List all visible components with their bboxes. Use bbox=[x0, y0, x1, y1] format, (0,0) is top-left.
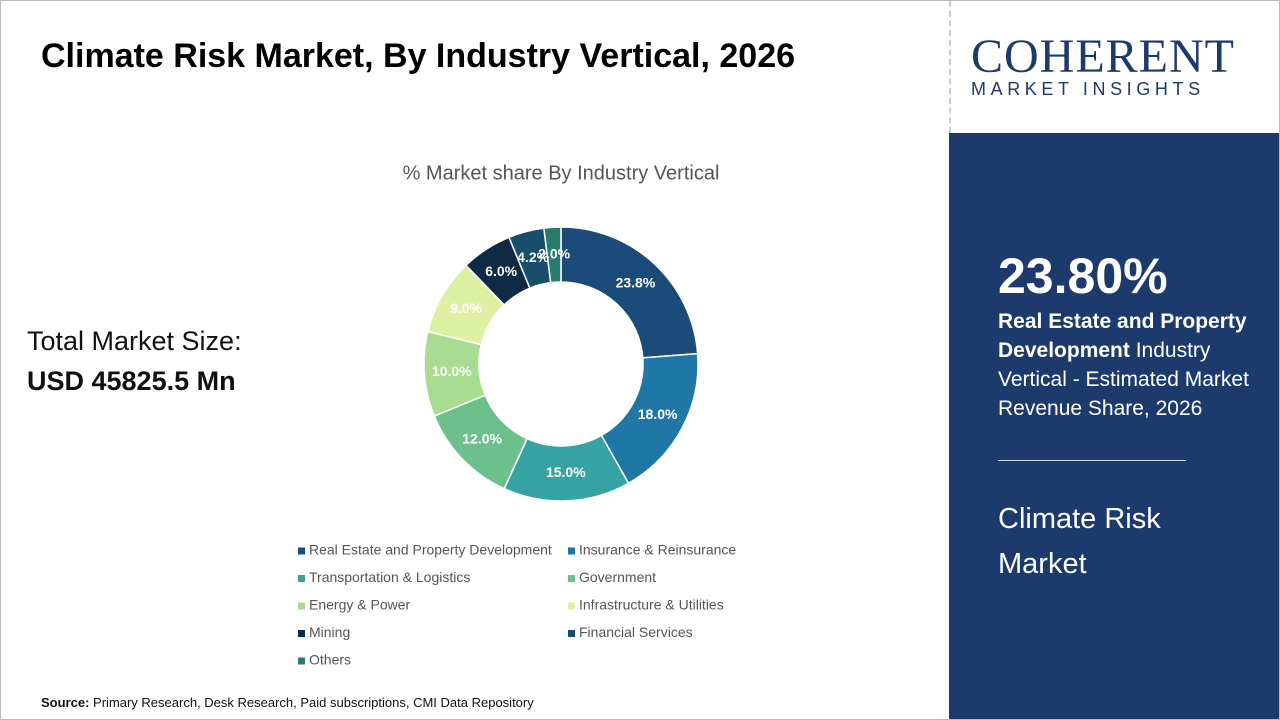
market-size-value: USD 45825.5 Mn bbox=[27, 366, 236, 396]
market-name: Climate Risk Market bbox=[998, 503, 1161, 580]
logo-sub: MARKET INSIGHTS bbox=[971, 79, 1205, 99]
sidebar bbox=[949, 133, 1279, 719]
data-label: 6.0% bbox=[485, 263, 517, 279]
legend-label: Real Estate and Property Development bbox=[309, 542, 552, 558]
chart-title: % Market share By Industry Vertical bbox=[403, 162, 720, 184]
legend-swatch bbox=[298, 602, 305, 610]
data-label: 15.0% bbox=[546, 464, 586, 480]
data-label: 4.2% bbox=[517, 249, 549, 265]
chart: % Market share By Industry Vertical 23.8… bbox=[298, 162, 736, 668]
highlight-text: Real Estate and Property Development Ind… bbox=[998, 307, 1258, 423]
market-size-label: Total Market Size: bbox=[27, 326, 242, 356]
legend-label: Others bbox=[309, 652, 351, 668]
legend-swatch bbox=[568, 575, 575, 582]
legend-label: Transportation & Logistics bbox=[309, 569, 470, 585]
data-label: 12.0% bbox=[462, 431, 502, 447]
data-label: 23.8% bbox=[616, 274, 656, 290]
divider bbox=[998, 460, 1186, 461]
data-label: 9.0% bbox=[450, 300, 482, 316]
legend-label: Insurance & Reinsurance bbox=[579, 542, 736, 558]
donut-slice bbox=[542, 226, 562, 284]
legend-label: Financial Services bbox=[579, 624, 693, 640]
logo-main: COHERENT bbox=[971, 30, 1235, 83]
legend-label: Mining bbox=[309, 624, 350, 640]
legend-swatch bbox=[298, 575, 305, 582]
legend-swatch bbox=[568, 602, 575, 610]
legend-label: Energy & Power bbox=[309, 597, 410, 613]
highlight-value: 23.80% bbox=[998, 248, 1168, 304]
highlight-rest: Industry Vertical - Estimated Market Rev… bbox=[998, 339, 1249, 420]
legend-swatch bbox=[298, 547, 305, 555]
legend-label: Government bbox=[579, 569, 656, 585]
legend-swatch bbox=[568, 547, 575, 555]
data-label: 2.0% bbox=[538, 245, 570, 261]
legend-swatch bbox=[298, 630, 305, 637]
legend-label: Infrastructure & Utilities bbox=[579, 597, 724, 613]
legend-swatch bbox=[568, 630, 575, 637]
data-label: 18.0% bbox=[638, 406, 678, 422]
source-text: Primary Research, Desk Research, Paid su… bbox=[93, 695, 534, 710]
highlight-bold: Real Estate and Property Development bbox=[998, 310, 1247, 362]
donut-slice bbox=[560, 226, 699, 359]
logo-panel bbox=[949, 1, 1279, 133]
source-label: Source: bbox=[41, 695, 90, 710]
page-title: Climate Risk Market, By Industry Vertica… bbox=[41, 37, 796, 75]
data-label: 10.0% bbox=[432, 363, 472, 379]
source: Source: Primary Research, Desk Research,… bbox=[41, 695, 534, 710]
legend-swatch bbox=[298, 657, 305, 665]
